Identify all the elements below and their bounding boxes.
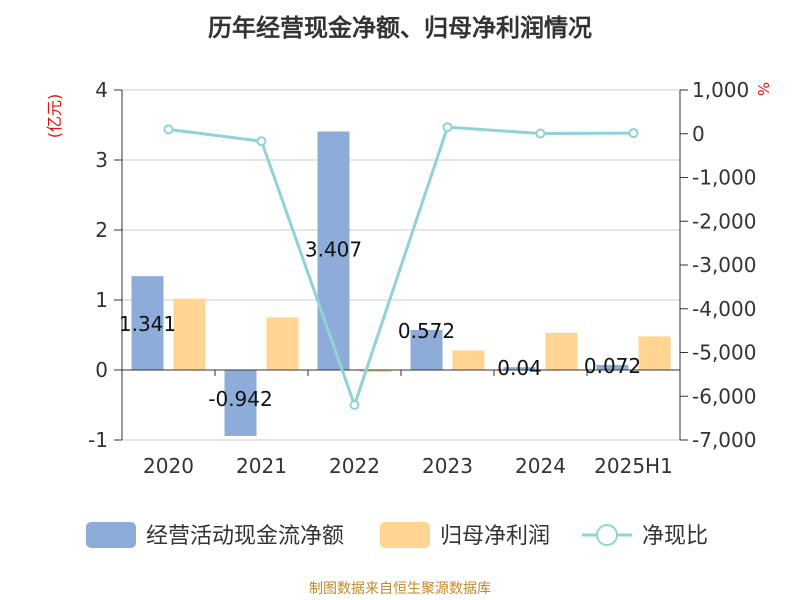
legend-swatch — [86, 522, 136, 548]
legend-swatch — [380, 522, 430, 548]
bar-cashflow — [317, 131, 350, 370]
x-tick-label: 2021 — [236, 454, 287, 478]
legend-label: 经营活动现金流净额 — [146, 524, 344, 549]
ratio-line-path — [168, 125, 634, 410]
ratio-point — [349, 400, 360, 410]
bar-value-label: 1.341 — [119, 312, 176, 336]
left-tick-label: -1 — [88, 428, 108, 452]
right-tick-label: -1,000 — [692, 166, 756, 190]
right-tick-label: -2,000 — [692, 209, 756, 233]
x-tick-label: 2022 — [329, 454, 380, 478]
ratio-point — [442, 122, 453, 133]
left-tick-label: 1 — [95, 288, 108, 312]
left-axis-unit: (亿元) — [45, 94, 64, 139]
bar-net-profit — [452, 350, 485, 370]
right-tick-label: -5,000 — [692, 341, 756, 365]
legend-marker — [596, 524, 618, 546]
right-axis-unit: % — [754, 82, 772, 96]
right-tick-label: 0 — [692, 122, 705, 146]
bar-net-profit — [638, 336, 671, 370]
bar-net-profit — [545, 332, 578, 370]
x-tick-label: 2023 — [422, 454, 473, 478]
right-tick-label: -7,000 — [692, 428, 756, 452]
legend-item: 经营活动现金流净额 — [86, 522, 344, 549]
data-labels: 1.341 -0.942 3.407 0.572 0.04 0.072 — [119, 238, 641, 411]
left-tick-label: 2 — [95, 218, 108, 242]
bar-net-profit — [173, 298, 206, 370]
bar-cashflow — [224, 370, 257, 436]
ratio-point — [256, 136, 267, 147]
bars — [131, 131, 671, 436]
source-note: 制图数据来自恒生聚源数据库 — [309, 581, 491, 597]
ratio-point — [535, 128, 546, 139]
bar-cashflow — [410, 329, 443, 370]
x-tick-label: 2025H1 — [594, 454, 673, 478]
axes: -1 0 1 2 3 4 1,000 0 -1,000 -2,000 -3,000 -4,000 -5,… — [45, 78, 772, 478]
bar-value-label: 3.407 — [305, 238, 362, 262]
right-tick-label: -6,000 — [692, 384, 756, 408]
legend-item: 净现比 — [582, 524, 708, 549]
left-tick-label: 3 — [95, 148, 108, 172]
legend: 经营活动现金流净额 归母净利润 净现比 — [86, 522, 708, 549]
right-tick-label: 1,000 — [692, 78, 749, 102]
legend-item: 归母净利润 — [380, 522, 550, 549]
ratio-point — [628, 128, 639, 139]
left-tick-label: 0 — [95, 358, 108, 382]
ratio-line — [163, 122, 639, 410]
right-tick-label: -3,000 — [692, 253, 756, 277]
bar-cashflow — [596, 364, 629, 370]
bar-net-profit — [266, 317, 299, 370]
bar-value-label: 0.072 — [584, 354, 641, 378]
bar-value-label: 0.04 — [497, 356, 542, 380]
bar-value-label: 0.572 — [398, 319, 455, 343]
chart-title: 历年经营现金净额、归母净利润情况 — [208, 14, 592, 42]
legend-label: 归母净利润 — [440, 524, 550, 549]
legend-label: 净现比 — [642, 524, 708, 549]
right-tick-label: -4,000 — [692, 297, 756, 321]
bar-net-profit — [359, 370, 392, 373]
x-tick-label: 2024 — [515, 454, 566, 478]
bar-value-label: -0.942 — [208, 387, 272, 411]
x-tick-label: 2020 — [143, 454, 194, 478]
bar-cashflow — [131, 276, 164, 370]
bar-cashflow — [503, 367, 536, 370]
ratio-point — [163, 124, 174, 135]
left-tick-label: 4 — [95, 78, 108, 102]
